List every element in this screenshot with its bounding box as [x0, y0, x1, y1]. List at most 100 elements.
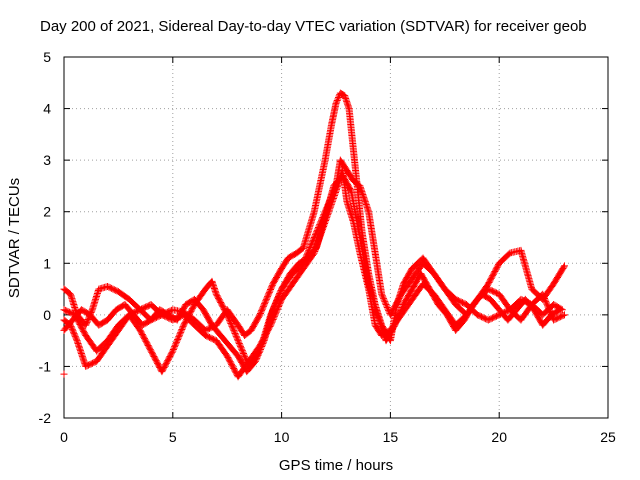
- data-point: [229, 325, 237, 333]
- data-point: [177, 327, 185, 335]
- data-point: [240, 350, 248, 358]
- data-point: [241, 354, 249, 362]
- y-tick-label: -1: [39, 358, 52, 374]
- data-point: [539, 290, 547, 298]
- data-point: [231, 329, 239, 337]
- data-point: [397, 306, 405, 314]
- data-point: [239, 348, 247, 356]
- x-tick-label: 10: [274, 429, 290, 445]
- data-point: [169, 347, 177, 355]
- data-point: [240, 351, 248, 359]
- data-point: [178, 325, 186, 333]
- y-tick-label: 3: [43, 152, 51, 168]
- data-point: [258, 341, 266, 349]
- data-point: [334, 95, 342, 103]
- data-point: [269, 306, 277, 314]
- series-5: [60, 370, 68, 378]
- data-point: [224, 312, 232, 320]
- x-tick-label: 0: [60, 429, 68, 445]
- y-tick-label: 5: [43, 49, 51, 65]
- data-point: [274, 294, 282, 302]
- data-point: [232, 332, 240, 340]
- data-point: [171, 341, 179, 349]
- y-axis-label: SDTVAR / TECUs: [6, 178, 23, 298]
- data-point: [271, 301, 279, 309]
- data-point: [560, 263, 568, 271]
- data-point: [174, 334, 182, 342]
- data-point: [380, 295, 388, 303]
- data-point: [170, 344, 178, 352]
- x-tick-label: 5: [169, 429, 177, 445]
- data-point: [378, 292, 386, 300]
- data-point: [378, 290, 386, 298]
- data-point: [391, 321, 399, 329]
- data-point: [226, 318, 234, 326]
- data-point: [172, 340, 180, 348]
- data-point: [175, 331, 183, 339]
- data-point: [256, 347, 264, 355]
- data-point: [238, 345, 246, 353]
- data-point: [175, 333, 183, 341]
- data-point: [383, 302, 391, 310]
- data-point: [241, 352, 249, 360]
- data-point: [224, 314, 232, 322]
- series-4: [60, 172, 564, 376]
- data-point: [233, 334, 241, 342]
- data-point: [223, 311, 231, 319]
- data-point: [169, 346, 177, 354]
- data-point: [394, 312, 402, 320]
- data-point: [171, 343, 179, 351]
- data-point: [259, 340, 267, 348]
- data-point: [232, 331, 240, 339]
- data-point: [270, 303, 278, 311]
- data-point: [275, 291, 283, 299]
- data-points: [60, 89, 568, 381]
- data-point: [233, 335, 241, 343]
- y-tick-label: 2: [43, 204, 51, 220]
- y-tick-label: 0: [43, 307, 51, 323]
- data-point: [230, 328, 238, 336]
- data-point: [307, 241, 315, 249]
- data-point: [272, 298, 280, 306]
- data-point: [225, 315, 233, 323]
- data-point: [395, 311, 403, 319]
- data-point: [276, 288, 284, 296]
- data-point: [256, 345, 264, 353]
- data-point: [545, 306, 553, 314]
- data-point: [270, 304, 278, 312]
- data-point: [544, 302, 552, 310]
- data-point: [381, 298, 389, 306]
- data-point: [396, 309, 404, 317]
- y-tick-label: 4: [43, 101, 51, 117]
- data-point: [172, 338, 180, 346]
- x-axis-label: GPS time / hours: [279, 457, 393, 474]
- data-point: [254, 351, 262, 359]
- data-point: [252, 356, 260, 364]
- data-point: [176, 330, 184, 338]
- data-point: [559, 312, 567, 320]
- data-point: [228, 322, 236, 330]
- data-point: [236, 341, 244, 349]
- data-point: [174, 335, 182, 343]
- x-tick-label: 20: [491, 429, 507, 445]
- data-point: [541, 296, 549, 304]
- data-point: [542, 299, 550, 307]
- data-point: [178, 324, 186, 332]
- data-point: [236, 342, 244, 350]
- data-point: [60, 370, 68, 378]
- data-point: [542, 297, 550, 305]
- data-point: [539, 292, 547, 300]
- data-point: [227, 319, 235, 327]
- data-point: [381, 299, 389, 307]
- grid: [64, 57, 608, 418]
- data-point: [238, 347, 246, 355]
- x-tick-label: 15: [383, 429, 399, 445]
- data-point: [229, 324, 237, 332]
- data-point: [226, 317, 234, 325]
- data-point: [173, 337, 181, 345]
- data-point: [543, 300, 551, 308]
- data-point: [273, 297, 281, 305]
- data-point: [332, 99, 340, 107]
- data-point: [382, 301, 390, 309]
